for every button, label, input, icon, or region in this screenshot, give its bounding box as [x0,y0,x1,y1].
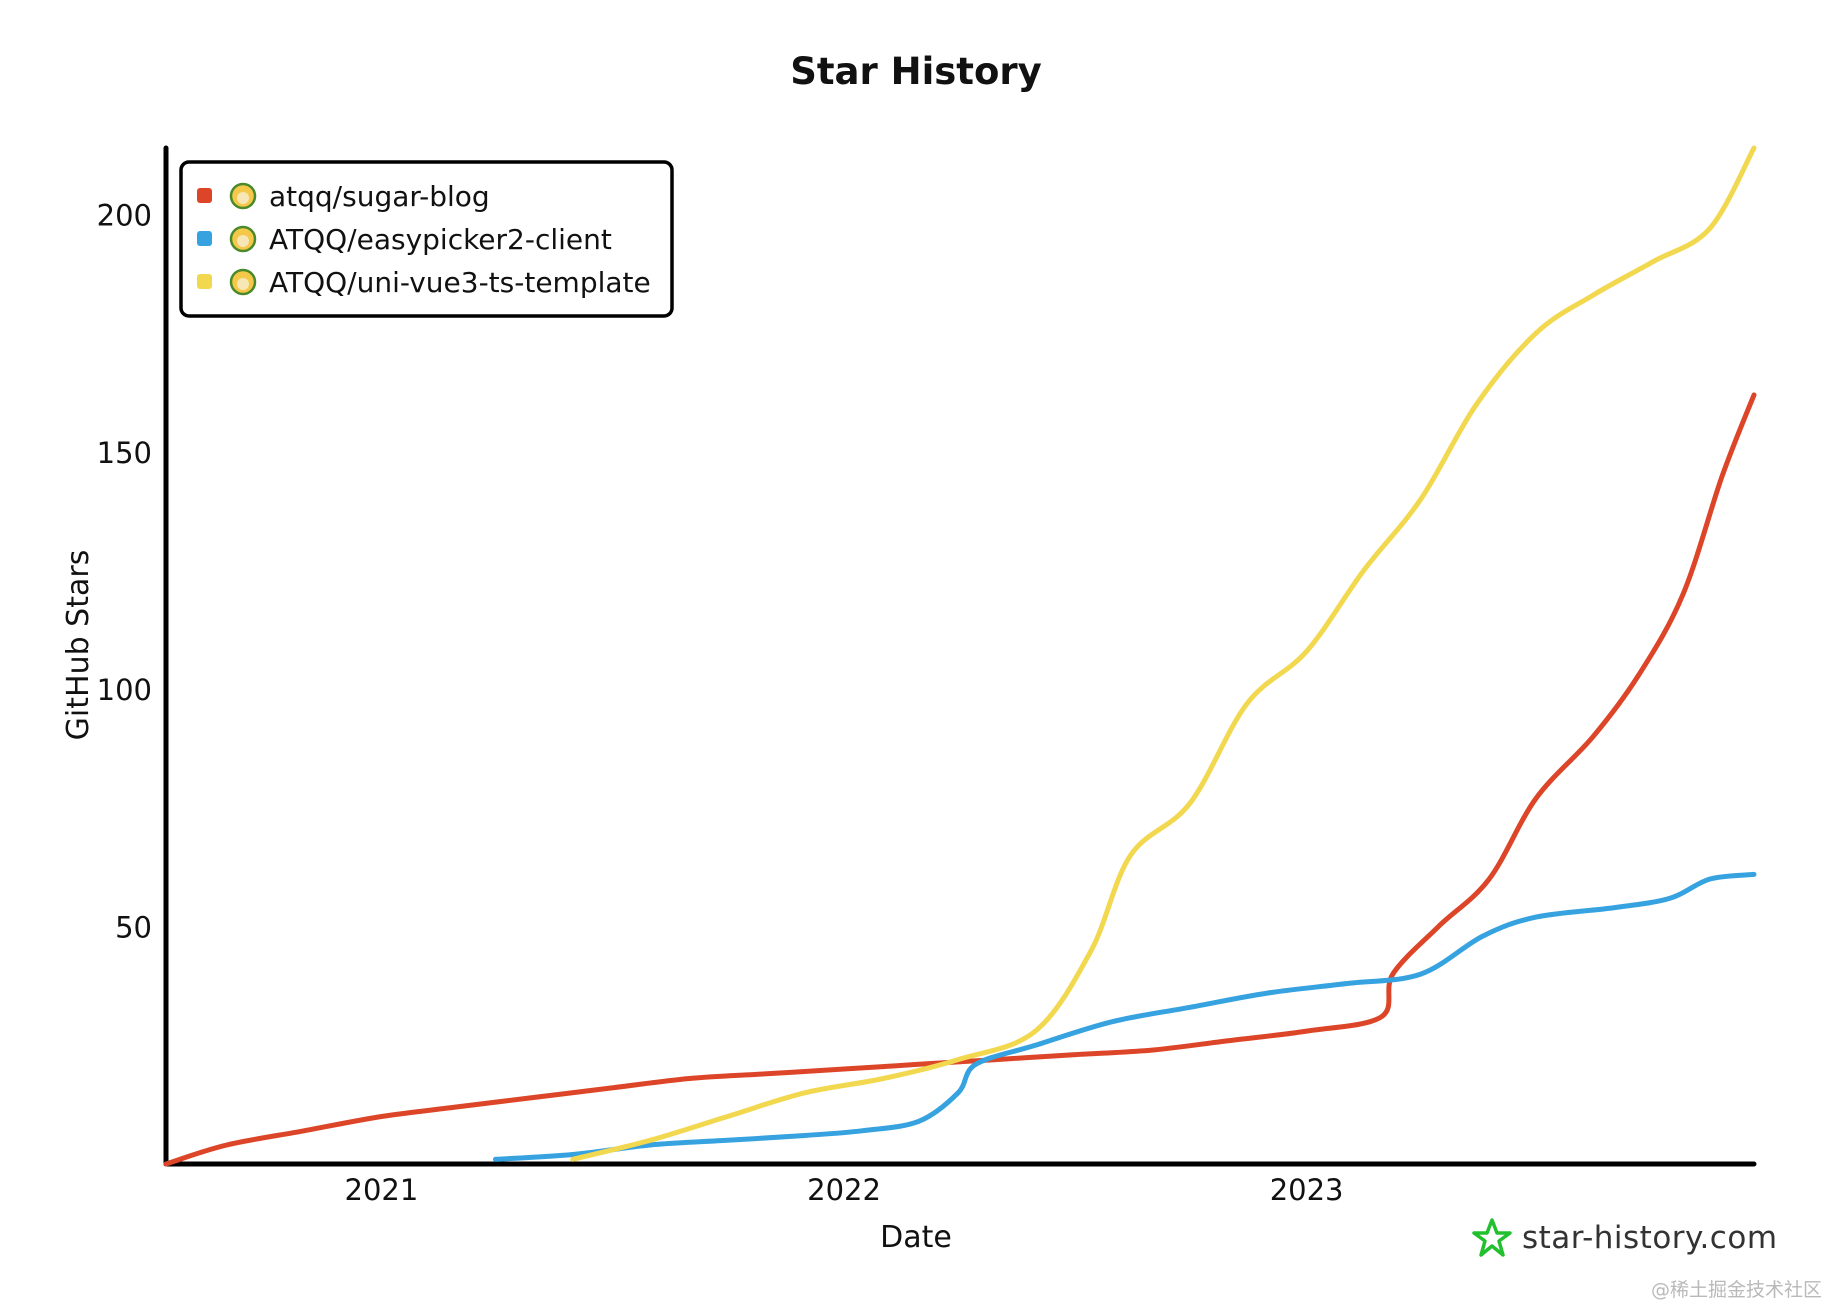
y-tick-label: 100 [97,673,152,707]
y-axis-label: GitHub Stars [61,550,96,741]
y-tick-label: 150 [97,436,152,470]
brand-text: star-history.com [1522,1220,1778,1256]
y-tick-label: 200 [97,198,152,232]
chart-title: Star History [790,50,1042,93]
legend-label: ATQQ/uni-vue3-ts-template [269,266,651,299]
x-tick-label: 2022 [807,1173,881,1207]
legend-swatch [197,274,212,289]
x-tick-label: 2023 [1270,1173,1344,1207]
avatar-icon [229,268,257,296]
avatar-icon [229,182,257,210]
y-tick-label: 50 [115,911,152,945]
legend-swatch [197,188,212,203]
legend-label: atqq/sugar-blog [269,180,490,213]
series-line-1 [493,871,1757,1162]
x-axis-label: Date [880,1220,952,1255]
x-tick-label: 2021 [345,1173,419,1207]
star-history-brand[interactable]: star-history.com [1472,1216,1778,1260]
series-line-2 [570,145,1757,1162]
series-lines [163,145,1757,1167]
star-logo-icon [1472,1218,1512,1257]
legend-box [179,160,674,318]
avatar-icon [229,225,257,253]
legend: atqq/sugar-blog ATQQ/easypicker2-client AT… [179,160,674,318]
legend-swatch [197,231,212,246]
watermark: @稀土掘金技术社区 [1650,1279,1822,1301]
series-line-0 [163,392,1757,1167]
axes: 50 100 150 200 2021 2022 2023 [97,145,1757,1207]
legend-label: ATQQ/easypicker2-client [269,223,612,256]
